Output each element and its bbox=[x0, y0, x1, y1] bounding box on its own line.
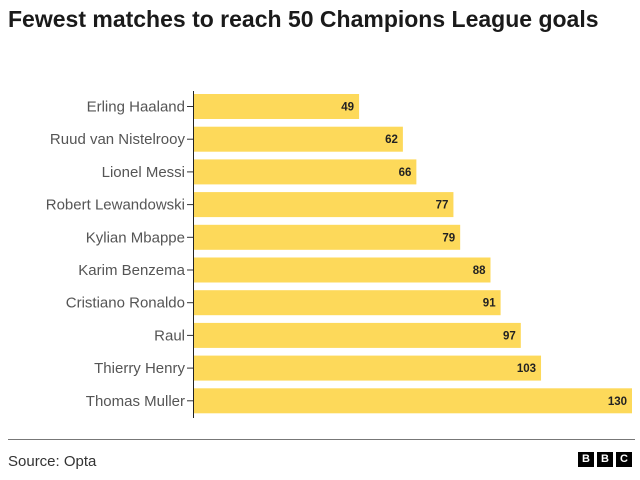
bar bbox=[194, 126, 403, 152]
bar bbox=[194, 388, 632, 414]
y-tick-label: Thomas Muller bbox=[86, 393, 185, 410]
data-label: 88 bbox=[473, 265, 486, 277]
data-label: 79 bbox=[442, 232, 455, 244]
data-label: 49 bbox=[341, 102, 354, 114]
y-tick-label: Raul bbox=[154, 327, 185, 344]
source-note: Source: Opta bbox=[8, 453, 97, 470]
bar bbox=[194, 224, 461, 250]
y-tick-label: Erling Haaland bbox=[87, 99, 185, 116]
bar-chart: Erling Haaland 49 Ruud van Nistelrooy 62 Lio… bbox=[46, 91, 632, 418]
bbc-logo-letter: B bbox=[597, 452, 613, 467]
y-tick-label: Robert Lewandowski bbox=[46, 197, 185, 214]
chart-title: Fewest matches to reach 50 Champions Lea… bbox=[8, 6, 599, 32]
bbc-logo: B B C bbox=[578, 452, 632, 467]
bbc-logo-letter: B bbox=[578, 452, 594, 467]
y-tick-label: Kylian Mbappe bbox=[86, 229, 185, 246]
bar bbox=[194, 355, 542, 381]
y-tick-label: Ruud van Nistelrooy bbox=[50, 131, 186, 148]
bar bbox=[194, 159, 417, 185]
data-label: 97 bbox=[503, 330, 516, 342]
bar bbox=[194, 192, 454, 218]
data-label: 66 bbox=[399, 167, 412, 179]
data-label: 91 bbox=[483, 298, 496, 310]
bbc-logo-letter: C bbox=[616, 452, 632, 467]
data-label: 103 bbox=[517, 363, 536, 375]
y-tick-label: Karim Benzema bbox=[78, 262, 185, 279]
bar bbox=[194, 322, 521, 348]
bar bbox=[194, 290, 501, 316]
y-tick-label: Cristiano Ronaldo bbox=[66, 295, 185, 312]
data-label: 77 bbox=[436, 200, 449, 212]
footer-divider bbox=[8, 439, 635, 440]
y-tick-label: Thierry Henry bbox=[94, 360, 185, 377]
bar bbox=[194, 94, 360, 119]
y-tick-label: Lionel Messi bbox=[102, 164, 185, 181]
data-label: 62 bbox=[385, 134, 398, 146]
bar bbox=[194, 257, 491, 283]
data-label: 130 bbox=[608, 396, 627, 408]
